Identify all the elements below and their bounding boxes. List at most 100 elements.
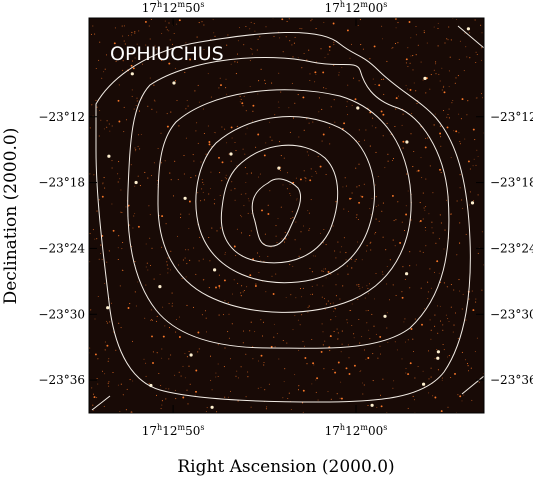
star [258,80,260,82]
star [459,143,461,145]
star [315,379,317,381]
star [228,313,230,315]
star [279,141,281,143]
y-tick-label-right-3: −23°30 [490,307,533,321]
star [141,63,144,65]
star [423,76,427,80]
star [227,302,229,304]
star [216,230,218,232]
star [290,294,292,296]
star [138,30,140,32]
star [282,339,284,342]
star [379,345,381,347]
star [308,212,310,214]
star [134,31,136,33]
star [168,358,170,360]
star [118,120,121,123]
star [382,273,384,275]
star [242,342,244,344]
star [243,95,245,97]
star [285,36,287,38]
star [372,380,374,382]
star [137,145,139,147]
star [349,197,351,200]
star [111,160,113,162]
star [135,149,137,151]
x-tick-label-bottom-0: 17h12m50s [142,423,205,438]
y-tick-label-right-2: −23°24 [490,241,533,255]
star [90,309,92,311]
star [220,84,222,87]
star [425,137,427,140]
star [348,310,351,312]
star [153,99,155,101]
star [368,293,370,295]
star [136,97,138,99]
star [165,223,167,225]
star [447,318,449,320]
star [115,60,117,62]
star [441,377,443,379]
star [276,242,278,244]
star [467,365,469,367]
star [161,404,163,406]
star [217,344,219,346]
star [404,341,407,343]
star [330,398,332,400]
star [330,319,332,321]
star [370,403,374,407]
star [202,279,204,281]
star [378,84,381,87]
star [469,191,471,193]
star [160,408,162,410]
star [325,244,327,246]
y-tick-label-left-3: −23°30 [38,307,85,321]
star [149,319,152,322]
star [405,272,409,276]
star [448,355,450,357]
star [439,80,441,82]
star [442,343,444,346]
star [257,38,259,40]
star [477,252,479,254]
star [224,177,226,179]
star [218,274,220,276]
star [264,233,266,235]
star [401,358,403,360]
star [145,375,147,377]
star [309,179,312,182]
star [264,389,266,391]
star [459,140,461,143]
star [104,341,106,343]
star [165,26,167,28]
star [358,284,360,286]
star [476,337,478,339]
star [167,272,169,274]
star [405,85,407,87]
star [119,178,121,180]
star [234,61,236,63]
star [434,325,436,327]
star [183,196,187,200]
star [308,229,310,231]
star [325,303,327,305]
star [121,248,123,250]
star [287,397,289,400]
star [333,330,335,333]
star [363,139,366,141]
star [442,329,444,331]
star [385,249,387,251]
star [269,136,271,138]
star [358,201,361,204]
star [351,303,353,305]
star [301,67,303,69]
star [466,27,470,31]
star [324,268,326,270]
star [450,306,452,308]
star [347,84,349,86]
star [380,405,383,408]
star [422,370,424,372]
star [152,362,154,364]
star [459,395,462,398]
star [202,191,204,193]
